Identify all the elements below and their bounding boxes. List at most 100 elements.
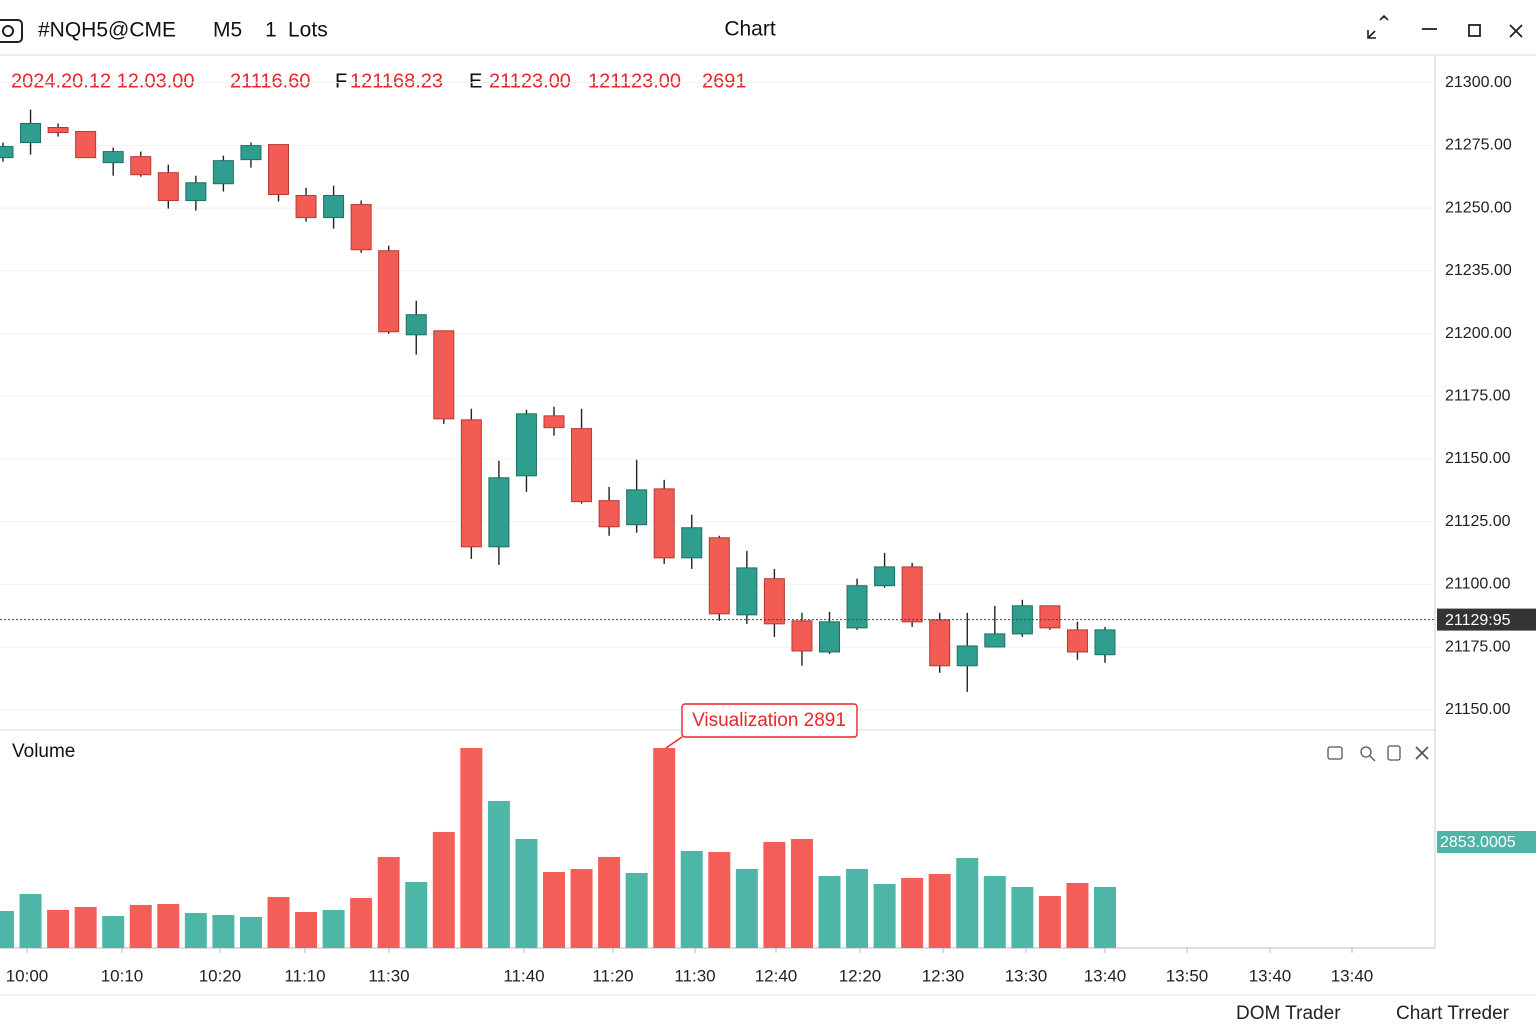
- y-tick-label: 21300.00: [1445, 74, 1512, 91]
- volume-bar: [377, 856, 400, 948]
- volume-bar: [818, 876, 841, 948]
- candle-body: [0, 146, 14, 159]
- x-tick-label: 11:40: [503, 966, 544, 985]
- info-date: 2024.20.12 12.03.00: [11, 70, 195, 92]
- current-price-box: [1437, 608, 1536, 631]
- volume-bar: [708, 852, 731, 948]
- candle-body: [20, 123, 42, 144]
- app-icon: [0, 19, 23, 43]
- candle-body: [130, 156, 152, 176]
- symbol[interactable]: #NQH5@CME: [38, 19, 176, 42]
- x-tick-label: 12:30: [922, 966, 965, 985]
- footer-tab[interactable]: Chart Trreder: [1396, 1003, 1510, 1024]
- x-tick-label: 11:20: [592, 966, 633, 985]
- title-bar: [0, 0, 1536, 55]
- volume-bar: [735, 868, 758, 948]
- maximize-button[interactable]: [1468, 24, 1481, 37]
- volume-bar: [1011, 886, 1034, 948]
- volume-title: Volume: [12, 741, 75, 762]
- volume-bar: [873, 883, 896, 948]
- volume-bar: [157, 904, 180, 948]
- candle-body: [736, 567, 758, 616]
- footer-tab[interactable]: DOM Trader: [1236, 1003, 1341, 1024]
- x-tick-label: 12:40: [755, 966, 798, 985]
- timeframe[interactable]: M5: [213, 19, 242, 42]
- info-f-value: 121168.23: [350, 70, 443, 92]
- candle-body: [350, 204, 372, 251]
- volume-bar: [543, 871, 565, 948]
- lots[interactable]: 1: [265, 19, 277, 42]
- volume-bar: [1038, 895, 1061, 948]
- current-price-label: 21129:95: [1445, 612, 1511, 629]
- volume-bar: [239, 916, 262, 948]
- y-tick-label: 21175.00: [1445, 638, 1511, 655]
- volume-bar: [598, 856, 621, 948]
- volume-bar: [1094, 886, 1116, 948]
- candle-body: [433, 330, 455, 420]
- candle-body: [212, 160, 234, 185]
- x-tick-label: 13:40: [1084, 966, 1127, 985]
- y-tick-label: 21125.00: [1445, 513, 1511, 530]
- x-tick-label: 10:20: [199, 966, 242, 985]
- volume-last-box: [1437, 831, 1536, 854]
- candle-body: [157, 172, 179, 202]
- volume-bar: [0, 910, 14, 948]
- x-tick-label: 10:10: [101, 966, 144, 985]
- x-tick-label: 11:30: [674, 966, 715, 985]
- volume-last-label: 2853.0005: [1440, 834, 1516, 851]
- y-tick-label: 21150.00: [1445, 701, 1511, 718]
- candle-body: [543, 415, 565, 429]
- candle-body: [708, 537, 730, 615]
- x-tick-label: 11:10: [284, 966, 325, 985]
- info-volume: 2691: [702, 70, 747, 92]
- candle-body: [75, 131, 97, 159]
- y-tick-label: 21275.00: [1445, 137, 1512, 154]
- y-tick-label: 21200.00: [1445, 325, 1512, 342]
- candle-body: [901, 566, 923, 623]
- volume-bar: [901, 878, 924, 948]
- candle-body: [929, 619, 951, 667]
- volume-bar: [102, 916, 125, 948]
- volume-bar: [295, 912, 318, 948]
- candle-body: [240, 145, 262, 161]
- x-tick-label: 13:50: [1166, 966, 1209, 985]
- info-f-label: F: [335, 70, 347, 92]
- volume-bar: [625, 872, 648, 948]
- candle-body: [598, 500, 620, 528]
- candle-body: [460, 419, 482, 548]
- lots-label: Lots: [288, 19, 328, 42]
- annotation-leader: [665, 736, 683, 749]
- candle-body: [488, 477, 510, 548]
- candle-body: [653, 488, 675, 559]
- expand-button[interactable]: [1367, 14, 1389, 39]
- candle-body: [102, 151, 124, 164]
- candle-body: [984, 633, 1006, 648]
- info-e-label: E: [469, 70, 482, 92]
- candle-body: [295, 195, 317, 219]
- volume-bar: [129, 904, 152, 948]
- annotation-box: [681, 703, 858, 738]
- volume-bar: [956, 857, 979, 948]
- x-tick-label: 13:30: [1005, 966, 1048, 985]
- y-tick-label: 21100.00: [1445, 576, 1511, 593]
- candle-body: [763, 578, 785, 625]
- candle-body: [626, 489, 648, 526]
- volume-bar: [19, 893, 42, 948]
- volume-bar: [74, 906, 97, 948]
- info-e-value: 21123.00: [489, 70, 571, 92]
- volume-bar: [432, 831, 455, 948]
- close-button[interactable]: [1509, 24, 1523, 38]
- candle-body: [185, 182, 207, 202]
- candle-body: [846, 585, 868, 629]
- annotation-text: Visualization 2891: [692, 710, 846, 731]
- volume-tools[interactable]: [1327, 745, 1429, 762]
- candle-body: [323, 195, 345, 219]
- info-price: 21116.60: [230, 70, 310, 92]
- candle-body: [819, 621, 840, 653]
- y-tick-label: 21250.00: [1445, 199, 1512, 216]
- info-e-value2: 121123.00: [588, 70, 681, 92]
- window-title: Chart: [724, 18, 776, 41]
- volume-bar: [653, 747, 676, 948]
- volume-bar: [846, 868, 869, 948]
